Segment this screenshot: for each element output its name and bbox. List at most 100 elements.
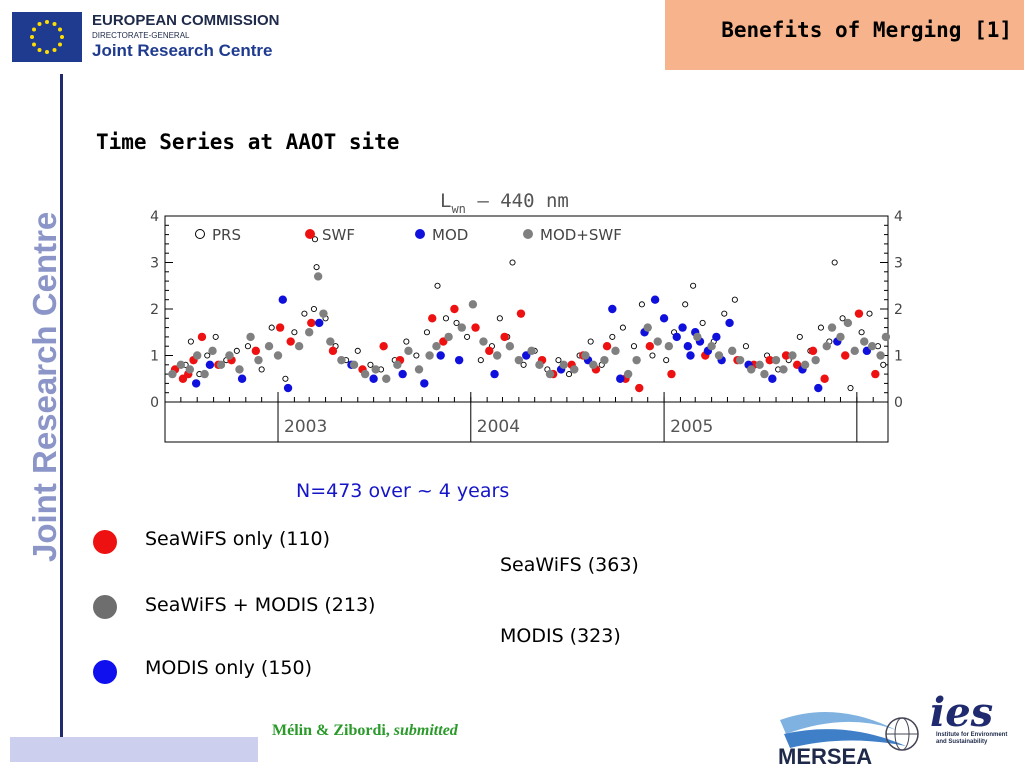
point-swf [428,314,437,323]
point-mod-swf [664,342,674,351]
point-prs [442,315,450,322]
point-mod-swf [468,300,478,309]
point-mod-swf [444,332,453,342]
mersea-wordmark: MERSEA [778,744,872,768]
point-prs [638,301,645,308]
point-mod [712,332,721,342]
point-mod-swf [728,346,737,356]
point-prs [796,333,803,340]
point-mod-swf [611,346,620,356]
point-mod-swf [714,351,724,360]
point-mod-swf [200,369,209,379]
point-mod [315,318,324,328]
point-swf [854,309,864,318]
slide-title: Benefits of Merging [1] [721,18,1012,42]
eu-flag-icon [12,12,82,62]
chart-legend: PRS SWF MOD MOD+SWF [195,226,622,244]
point-mod-swf [193,351,202,360]
point-prs [282,375,289,382]
ies-institute-name: Institute for Environment and Sustainabi… [936,732,1008,745]
point-mod [768,374,777,383]
point-mod-swf [811,355,820,365]
point-mod-swf [535,360,544,369]
point-mod-swf [747,365,756,374]
point-swf [485,346,494,356]
point-prs [496,315,503,322]
point-mod-swf [545,369,555,379]
chart-title-subscript: wn [451,202,465,216]
y-tick-label-left: 3 [150,256,159,272]
point-mod-swf [393,360,402,369]
y-tick-label-right: 1 [894,349,903,365]
point-mod-swf [216,360,226,369]
section-title: Time Series at AAOT site [96,130,400,154]
point-swf [197,332,207,342]
point-prs [311,236,319,243]
point-swf [645,342,655,351]
point-mod-swf [589,360,598,369]
seawifs-modis-dot [93,595,117,619]
point-mod-swf [735,355,745,365]
seawifs-only-label: SeaWiFS only (110) [145,528,331,550]
point-swf [635,383,644,393]
point-prs [839,315,846,322]
point-mod-swf [382,374,391,383]
point-mod [672,332,681,342]
point-mod [237,374,247,383]
point-prs [565,371,573,378]
point-prs [453,319,460,326]
point-mod [283,383,293,393]
point-mod [616,374,625,383]
legend-label: MOD [432,226,468,244]
point-mod [686,351,695,360]
point-mod-swf [760,369,769,379]
point-swf [251,346,261,356]
legend-marker [195,229,205,239]
point-mod-swf [693,332,702,342]
point-mod-swf [246,332,255,342]
point-swf [765,355,774,365]
y-tick-label-right: 0 [894,395,903,411]
org-subtitle: DIRECTORATE-GENERAL [92,31,190,40]
point-prs [244,343,251,350]
point-mod-swf [822,342,831,351]
point-mod-swf [653,337,662,346]
point-prs [690,282,697,289]
point-prs [310,305,317,313]
year-label: 2003 [284,417,327,437]
point-prs [212,333,219,340]
point-mod [369,374,378,383]
citation: Mélin & Zibordi, submitted [272,722,458,740]
data-points [168,236,891,393]
point-mod-swf [779,365,788,374]
point-mod-swf [632,355,641,365]
point-mod-swf [867,342,877,351]
point-mod [683,342,693,351]
seawifs-only-dot [93,530,117,554]
point-prs [649,352,656,359]
point-mod-swf [827,323,837,332]
point-swf [808,346,818,356]
point-mod-swf [176,360,186,369]
point-mod-swf [168,369,177,379]
point-swf [379,342,388,351]
point-prs [555,357,562,364]
point-prs [817,324,824,331]
point-mod-swf [881,332,891,342]
point-mod-swf [208,346,217,356]
point-mod [650,295,660,304]
point-swf [667,369,676,379]
time-series-chart: Lwn – 440 nm 0 0 1 1 2 2 3 3 4 4 2003 2004 2005 PRS S… [150,190,903,443]
point-prs [354,347,361,354]
point-mod-swf [225,351,234,360]
point-mod-swf [788,351,797,360]
mersea-logo: MERSEA [776,700,926,769]
point-mod-swf [876,351,885,360]
point-mod [398,369,407,379]
y-tick-label-right: 2 [894,302,903,318]
point-prs [742,343,749,350]
point-prs [477,357,484,364]
point-prs [204,352,211,359]
ies-wordmark: ies [930,689,993,732]
legend-marker [523,229,533,239]
